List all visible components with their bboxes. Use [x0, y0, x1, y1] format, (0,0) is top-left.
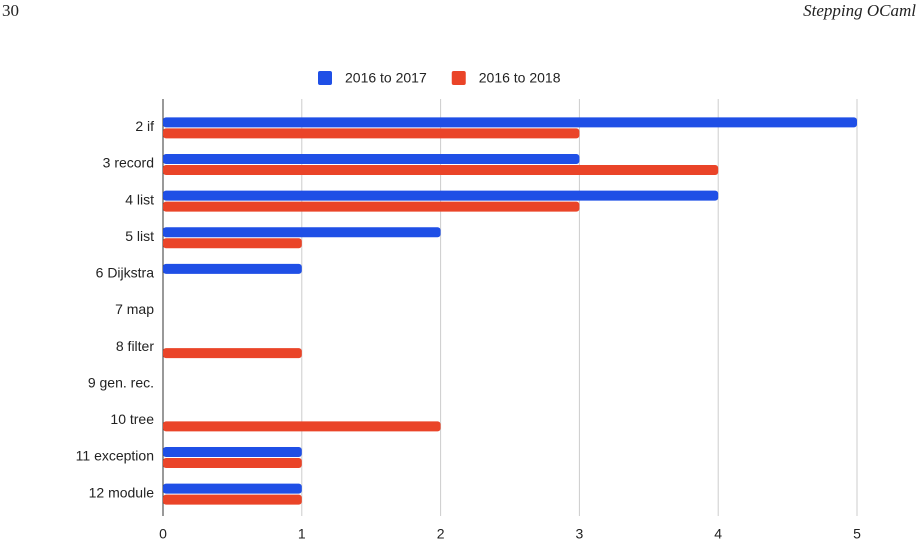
x-tick-label: 3 — [576, 526, 584, 542]
y-tick-label: 7 map — [115, 301, 154, 317]
bar — [163, 238, 302, 249]
bar — [163, 458, 302, 469]
y-tick-label: 12 module — [89, 484, 155, 500]
bar — [163, 421, 441, 432]
bar — [163, 227, 441, 238]
bar — [163, 190, 719, 201]
y-tick-label: 4 list — [125, 191, 154, 207]
bar — [163, 164, 719, 175]
bar — [163, 348, 302, 359]
y-tick-label: 5 list — [125, 228, 154, 244]
bar — [163, 201, 580, 212]
bar — [163, 153, 580, 164]
bar — [163, 483, 302, 494]
y-tick-label: 9 gen. rec. — [88, 374, 154, 390]
bar — [163, 494, 302, 505]
running-title: Stepping OCaml — [803, 1, 916, 20]
y-tick-label: 2 if — [135, 118, 154, 134]
legend-swatch — [451, 71, 466, 85]
y-tick-label: 8 filter — [116, 338, 154, 354]
x-tick-label: 1 — [298, 526, 306, 542]
y-tick-label: 3 record — [103, 155, 154, 171]
bar — [163, 447, 302, 458]
y-tick-label: 11 exception — [76, 448, 154, 464]
legend-label: 2016 to 2018 — [479, 70, 561, 86]
x-tick-label: 4 — [714, 526, 722, 542]
x-tick-label: 0 — [159, 526, 167, 542]
x-tick-label: 2 — [437, 526, 445, 542]
x-tick-label: 5 — [853, 526, 861, 542]
bar — [163, 117, 857, 128]
y-tick-label: 10 tree — [110, 411, 154, 427]
legend-swatch — [318, 71, 332, 85]
y-tick-label: 6 Dijkstra — [96, 265, 155, 281]
page-number: 30 — [2, 1, 19, 20]
bar — [163, 263, 302, 274]
legend-label: 2016 to 2017 — [345, 70, 427, 86]
bar — [163, 128, 580, 139]
